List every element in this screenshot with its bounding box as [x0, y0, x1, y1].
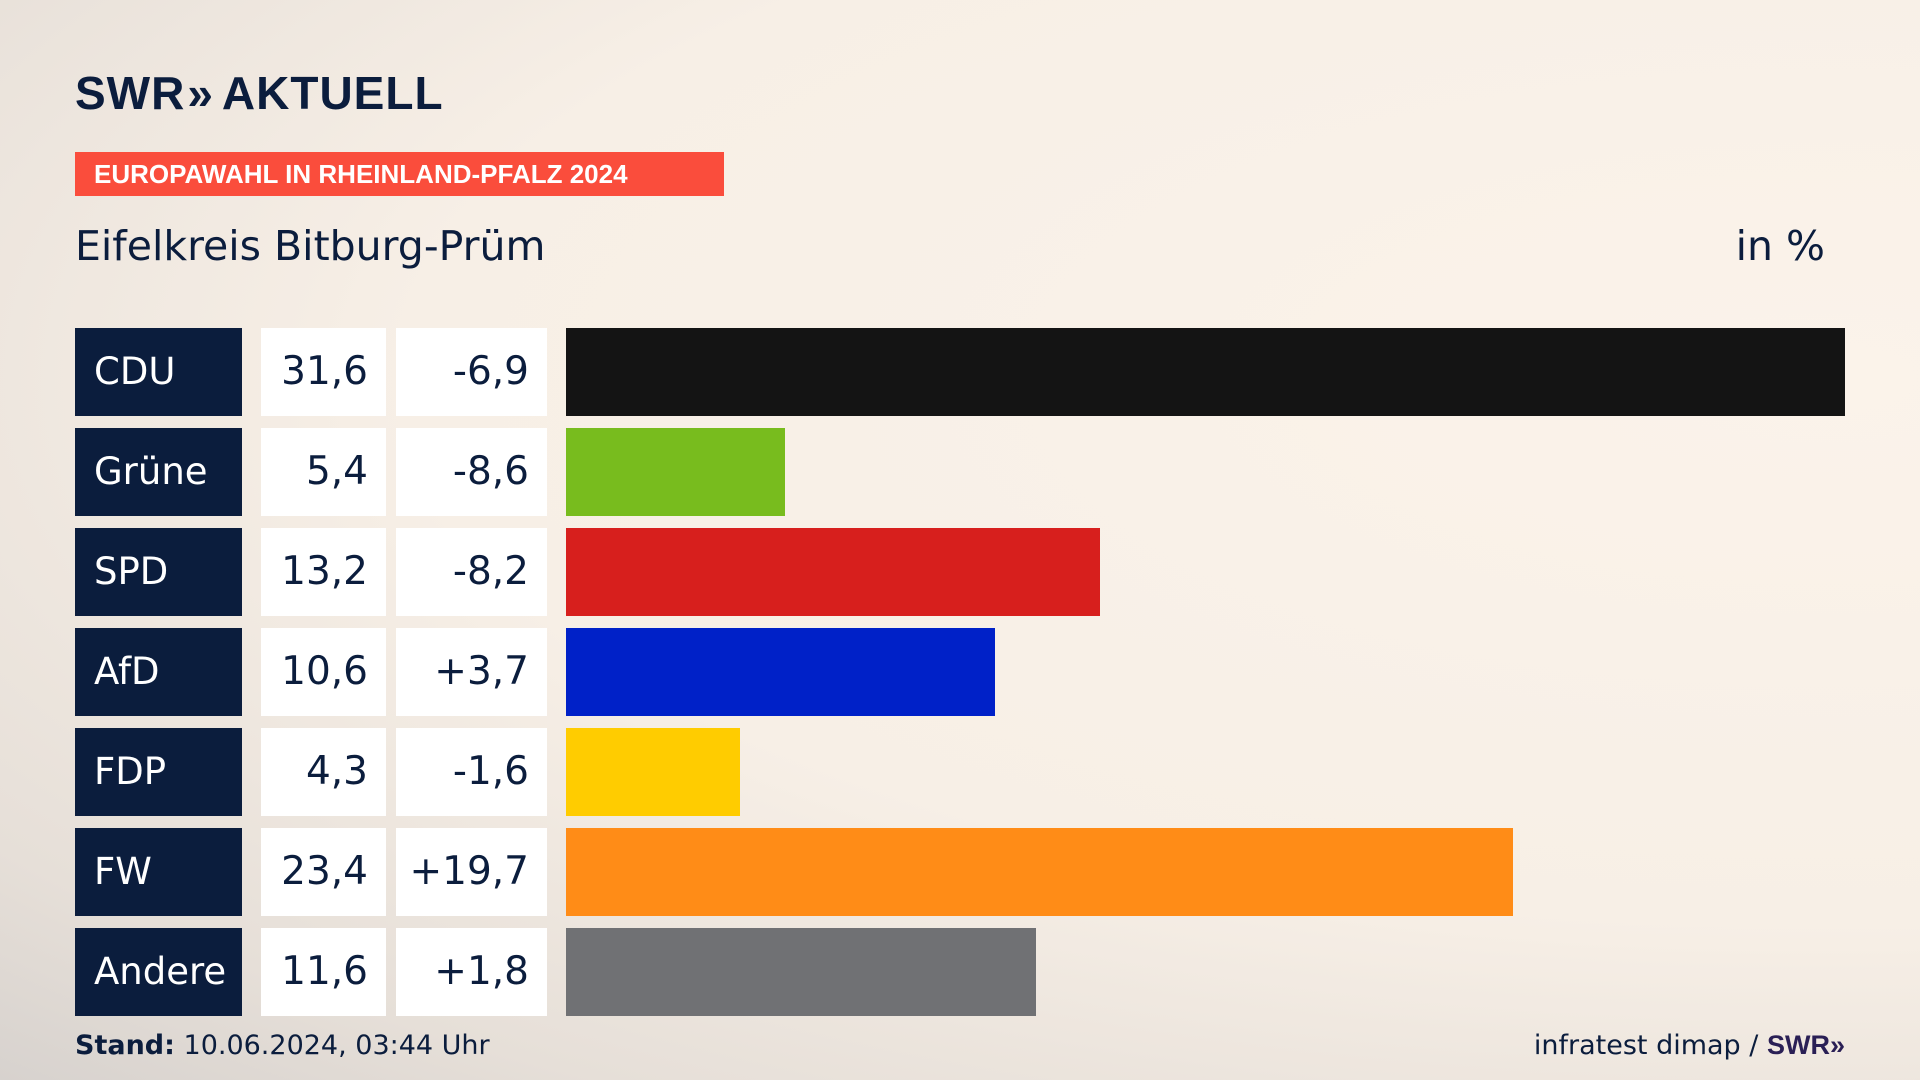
party-label: FDP [75, 728, 242, 816]
bar-fw [566, 828, 1514, 916]
party-label: Andere [75, 928, 242, 1016]
swr-logo-small: SWR» [1766, 1030, 1845, 1060]
bar-andere [566, 928, 1036, 1016]
bar-fdp [566, 728, 741, 816]
value-label: 13,2 [261, 528, 386, 616]
change-label: +1,8 [396, 928, 547, 1016]
timestamp: Stand: 10.06.2024, 03:44 Uhr [75, 1030, 490, 1061]
value-label: 4,3 [261, 728, 386, 816]
timestamp-value: 10.06.2024, 03:44 Uhr [183, 1030, 490, 1061]
logo-aktuell-text: AKTUELL [221, 67, 444, 119]
party-label: FW [75, 828, 242, 916]
value-label: 11,6 [261, 928, 386, 1016]
value-label: 23,4 [261, 828, 386, 916]
chart-title: Eifelkreis Bitburg-Prüm [75, 222, 546, 270]
election-banner: EUROPAWAHL IN RHEINLAND-PFALZ 2024 [75, 152, 724, 196]
value-label: 31,6 [261, 328, 386, 416]
change-label: -1,6 [396, 728, 547, 816]
change-label: -6,9 [396, 328, 547, 416]
party-label: Grüne [75, 428, 242, 516]
bar-gr-ne [566, 428, 785, 516]
party-label: CDU [75, 328, 242, 416]
bar-afd [566, 628, 996, 716]
bar-spd [566, 528, 1101, 616]
party-label: SPD [75, 528, 242, 616]
bar-cdu [566, 328, 1845, 416]
party-label: AfD [75, 628, 242, 716]
change-label: +3,7 [396, 628, 547, 716]
value-label: 10,6 [261, 628, 386, 716]
value-label: 5,4 [261, 428, 386, 516]
change-label: -8,2 [396, 528, 547, 616]
logo-chevron-icon: » [187, 67, 214, 119]
source-text: infratest dimap / [1533, 1030, 1759, 1061]
timestamp-label: Stand: [75, 1030, 175, 1061]
change-label: +19,7 [396, 828, 547, 916]
unit-label: in % [1735, 222, 1825, 270]
change-label: -8,6 [396, 428, 547, 516]
swr-aktuell-logo: SWR» AKTUELL [75, 66, 444, 120]
logo-swr-text: SWR [75, 67, 186, 119]
source-credit: infratest dimap / SWR» [1534, 1030, 1845, 1061]
